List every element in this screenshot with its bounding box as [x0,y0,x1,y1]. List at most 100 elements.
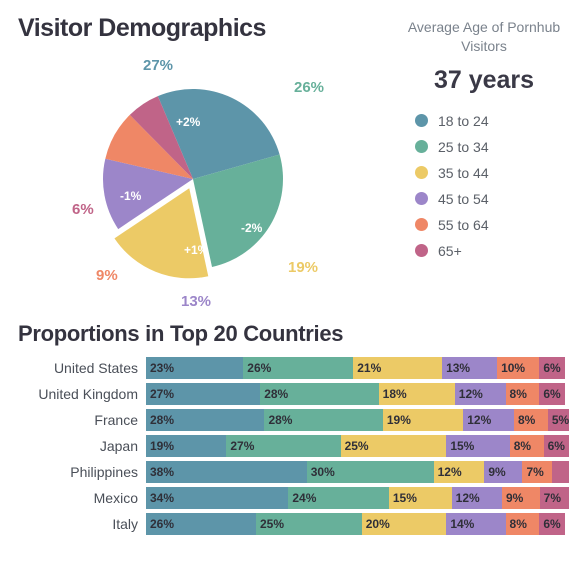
legend-dot [415,166,428,179]
pie-panel: Visitor Demographics 27% 26% 19% 13% 9% 6% +2%… [18,14,389,309]
bar-segment: 7% [540,487,569,509]
bar-segment: 26% [146,513,256,535]
bar-segment: 12% [452,487,502,509]
pie-delta-label: -2% [241,221,262,235]
bar-row: United Kingdom 27%28%18%12%8%6% [18,383,569,405]
bar-row: Japan 19%27%25%15%8%6% [18,435,569,457]
legend-item: 55 to 64 [415,217,489,233]
bar-track: 19%27%25%15%8%6% [146,435,569,457]
legend-dot [415,244,428,257]
pie-pct-label: 13% [181,293,211,310]
bar-country-label: United Kingdom [18,386,138,402]
bar-segment: 19% [146,435,226,457]
bar-segment: 6% [539,383,564,405]
bar-segment: 7% [522,461,552,483]
bar-segment: 15% [389,487,452,509]
bar-segment: 6% [539,513,564,535]
bar-row: France28%28%19%12%8%5% [18,409,569,431]
bar-segment: 38% [146,461,307,483]
legend-label: 45 to 54 [438,191,489,207]
bar-segment: 12% [434,461,485,483]
bar-row: Philippines 38%30%12%9%7% [18,461,569,483]
bar-segment: 8% [510,435,544,457]
pie-delta-label: -1% [120,189,141,203]
bar-segment: 30% [307,461,434,483]
bar-segment: 8% [506,383,540,405]
bars: United States23%26%21%13%10%6%United Kin… [18,357,569,535]
bar-track: 23%26%21%13%10%6% [146,357,569,379]
legend-item: 35 to 44 [415,165,489,181]
bar-segment: 21% [353,357,442,379]
legend: 18 to 24 25 to 34 35 to 44 45 to 54 55 to 64… [399,113,489,259]
page: Visitor Demographics 27% 26% 19% 13% 9% 6% +2%… [0,0,587,545]
legend-dot [415,114,428,127]
bar-country-label: France [18,412,138,428]
avg-age-value: 37 years [434,66,534,95]
bar-segment: 28% [146,409,264,431]
bar-segment: 10% [497,357,539,379]
pie-delta-label: +2% [176,115,200,129]
legend-label: 65+ [438,243,462,259]
bar-segment: 20% [362,513,447,535]
pie-pct-label: 6% [72,201,94,218]
legend-dot [415,218,428,231]
legend-dot [415,192,428,205]
bar-segment: 24% [288,487,389,509]
legend-label: 55 to 64 [438,217,489,233]
bar-row: Mexico 34%24%15%12%9%7% [18,487,569,509]
bar-country-label: United States [18,360,138,376]
legend-dot [415,140,428,153]
bars-title: Proportions in Top 20 Countries [18,321,569,347]
bar-segment: 27% [146,383,260,405]
bar-segment: 19% [383,409,463,431]
pie-pct-label: 19% [288,259,318,276]
bar-row: United States23%26%21%13%10%6% [18,357,569,379]
pie-pct-label: 9% [96,267,118,284]
top-section: Visitor Demographics 27% 26% 19% 13% 9% 6% +2%… [18,14,569,309]
bar-segment: 15% [446,435,509,457]
page-title: Visitor Demographics [18,14,389,43]
legend-item: 45 to 54 [415,191,489,207]
legend-label: 35 to 44 [438,165,489,181]
bar-segment: 8% [514,409,548,431]
legend-label: 25 to 34 [438,139,489,155]
legend-item: 65+ [415,243,489,259]
bar-segment: 23% [146,357,243,379]
bar-segment [552,461,569,483]
right-panel: Average Age of Pornhub Visitors 37 years… [399,14,569,309]
bar-track: 38%30%12%9%7% [146,461,569,483]
bar-segment: 18% [379,383,455,405]
bar-track: 27%28%18%12%8%6% [146,383,569,405]
bar-segment: 9% [484,461,522,483]
bar-row: Italy26%25%20%14%8%6% [18,513,569,535]
bar-segment: 6% [539,357,564,379]
legend-item: 18 to 24 [415,113,489,129]
bar-segment: 26% [243,357,353,379]
avg-age-label: Average Age of Pornhub Visitors [399,18,569,56]
bar-country-label: Japan [18,438,138,454]
bar-segment: 12% [463,409,514,431]
bar-track: 28%28%19%12%8%5% [146,409,569,431]
bar-segment: 8% [506,513,540,535]
bar-country-label: Philippines [18,464,138,480]
bar-segment: 6% [544,435,569,457]
bar-country-label: Italy [18,516,138,532]
bar-segment: 9% [502,487,540,509]
legend-label: 18 to 24 [438,113,489,129]
bar-country-label: Mexico [18,490,138,506]
bar-segment: 34% [146,487,288,509]
pie-pct-label: 26% [294,79,324,96]
bar-segment: 27% [226,435,340,457]
bar-segment: 25% [341,435,447,457]
pie-pct-label: 27% [143,57,173,74]
bar-segment: 28% [260,383,378,405]
bar-segment: 28% [264,409,382,431]
pie-chart: 27% 26% 19% 13% 9% 6% +2% -2% +1% -1% [48,49,348,309]
bar-segment: 12% [455,383,506,405]
bar-track: 26%25%20%14%8%6% [146,513,569,535]
bar-track: 34%24%15%12%9%7% [146,487,569,509]
pie-delta-label: +1% [184,243,208,257]
bar-segment: 5% [548,409,569,431]
bar-segment: 25% [256,513,362,535]
legend-item: 25 to 34 [415,139,489,155]
